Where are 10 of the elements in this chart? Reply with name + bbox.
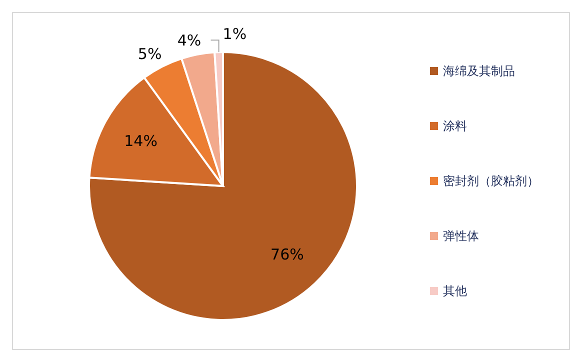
data-label: 4% [177, 32, 202, 50]
legend-label: 弹性体 [443, 228, 479, 244]
data-label: 1% [222, 25, 247, 44]
data-label: 76% [270, 245, 304, 264]
legend-label: 涂料 [443, 118, 467, 134]
legend-label: 其他 [443, 282, 467, 300]
data-label: 14% [124, 132, 158, 150]
data-label: 5% [138, 45, 162, 64]
legend-label: 海绵及其制品 [443, 62, 515, 80]
legend-label: 密封剂（胶粘剂） [443, 172, 539, 190]
